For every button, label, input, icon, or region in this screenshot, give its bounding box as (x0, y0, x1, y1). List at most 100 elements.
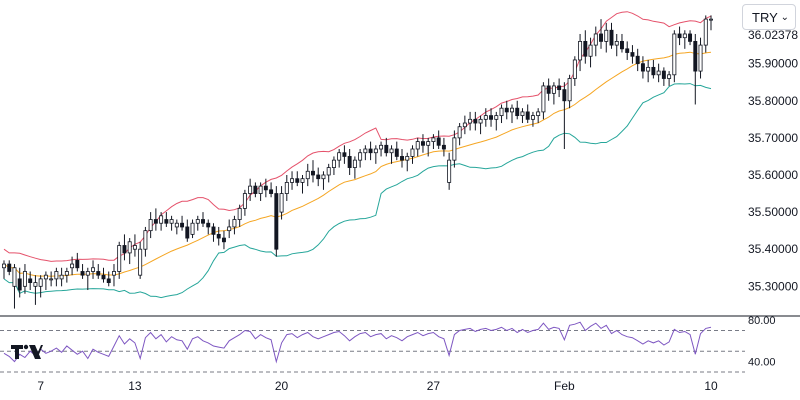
candle-body (138, 248, 143, 276)
candle (316, 167, 321, 187)
candle (101, 267, 106, 283)
candle-body (242, 193, 247, 209)
candle (148, 212, 153, 239)
candle (462, 115, 467, 135)
candle (646, 59, 651, 83)
candle-body (159, 215, 164, 224)
candle-body (180, 222, 185, 228)
candle (295, 171, 300, 187)
candle-body (426, 141, 431, 146)
candle-body (609, 29, 614, 46)
candle-body (557, 85, 562, 91)
candle-body (352, 159, 357, 168)
candle (326, 163, 331, 183)
candle (263, 178, 268, 198)
price-tick-label: 35.80000 (748, 94, 798, 108)
candle (232, 215, 237, 235)
candle (70, 256, 75, 276)
candle (688, 30, 693, 46)
candle (49, 271, 54, 287)
candle-body (489, 115, 494, 120)
candle (347, 149, 352, 175)
candle-body (216, 233, 221, 239)
candle (651, 59, 656, 79)
candle-body (515, 107, 520, 117)
price-tick-label: 35.70000 (748, 131, 798, 145)
candle-body (420, 141, 425, 146)
candle-body (253, 185, 258, 194)
candle (551, 82, 556, 105)
tradingview-logo-icon (11, 343, 43, 359)
candle (672, 30, 677, 83)
candle-body (384, 144, 389, 154)
candle-body (457, 126, 462, 139)
candle-body (127, 241, 132, 254)
candle (473, 111, 478, 131)
candle (337, 149, 342, 168)
candle (127, 238, 132, 265)
candle (2, 260, 6, 279)
candle (593, 26, 598, 57)
candle-body (321, 174, 326, 180)
candle (499, 104, 504, 124)
candle-body (274, 193, 279, 250)
candle (38, 275, 43, 298)
candle (578, 33, 583, 72)
candle (216, 226, 221, 246)
candle (164, 212, 169, 227)
candle-body (389, 148, 394, 154)
price-tick-label: 35.50000 (748, 205, 798, 219)
candle (363, 145, 368, 161)
candle (80, 264, 85, 279)
candle (169, 215, 174, 231)
candle (379, 141, 384, 157)
candle (138, 241, 143, 279)
candle-body (698, 44, 703, 72)
candle (237, 204, 242, 227)
candle-body (331, 159, 336, 168)
candle-body (410, 148, 415, 157)
candle (321, 171, 326, 190)
candle-body (468, 118, 473, 124)
candle (206, 219, 211, 235)
candle (358, 149, 363, 168)
bb-upper-band-line (3, 11, 712, 262)
bollinger-bands (3, 11, 712, 299)
candle (342, 145, 347, 164)
candle (619, 33, 624, 53)
candle (530, 111, 535, 127)
candle-body (478, 118, 483, 124)
candle-body (441, 144, 446, 150)
candle (572, 56, 577, 86)
candle (185, 219, 190, 242)
candle (159, 212, 164, 231)
price-axis: 35.30000 35.40000 35.50000 35.60000 35.70000… (748, 57, 798, 294)
candle-body (342, 152, 347, 157)
candle (106, 271, 111, 287)
candle-body (452, 137, 457, 161)
candle (112, 264, 116, 287)
currency-selector[interactable]: TRY ⌄ (742, 4, 796, 30)
date-tick-label: 10 (704, 379, 718, 393)
candle-body (112, 271, 116, 276)
candle-body (49, 278, 54, 281)
candle-body (279, 193, 284, 213)
candle-body (290, 178, 295, 183)
candle-body (667, 74, 672, 79)
candle-body (661, 70, 666, 79)
candle-body (169, 219, 174, 224)
rsi-tick-label: 40.00 (748, 357, 776, 369)
candle (635, 48, 640, 72)
candle (132, 234, 137, 257)
candle (331, 156, 336, 175)
candle-body (578, 40, 583, 61)
candle-body (562, 89, 567, 102)
candle-body (237, 207, 242, 220)
candle (153, 208, 158, 231)
candle-body (106, 278, 111, 284)
candle (54, 267, 59, 287)
candle (546, 78, 551, 101)
candle (85, 267, 90, 291)
candle-body (358, 152, 363, 161)
